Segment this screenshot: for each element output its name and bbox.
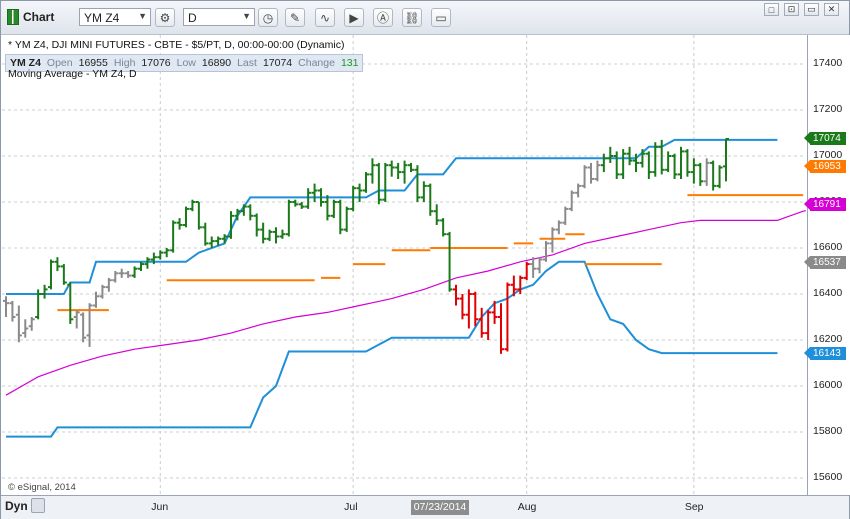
dynamic-mode-toggle[interactable]: Dyn	[5, 498, 45, 513]
x-tick-label: Jun	[151, 501, 169, 513]
close-window-button[interactable]: ✕	[824, 3, 839, 16]
close-icon: ✕	[827, 4, 836, 14]
ohlc-symbol: YM Z4	[10, 57, 41, 69]
chart-app-icon	[7, 9, 19, 25]
maximize-icon: ▭	[807, 4, 816, 14]
window-title: Chart	[7, 9, 54, 25]
time-button[interactable]: ◷	[258, 8, 278, 27]
wave-icon: ∿	[319, 10, 331, 25]
last-value: 17074	[262, 57, 293, 69]
comment-icon: ▭	[435, 10, 447, 25]
chevron-down-icon[interactable]: ▼	[138, 11, 147, 21]
copyright-credit: © eSignal, 2014	[8, 482, 76, 493]
last-label: Last	[237, 57, 257, 69]
y-tick-label: 17400	[813, 57, 843, 69]
link-window-button[interactable]: ⊡	[784, 3, 799, 16]
link-icon: ⛓	[404, 10, 420, 25]
link-button[interactable]: ⛓	[402, 8, 422, 27]
replay-button[interactable]: ▶	[344, 8, 364, 27]
moving-average-line	[5, 203, 842, 396]
price-tag: 16791	[804, 197, 846, 211]
interval-value: D	[188, 11, 197, 25]
window-title-text: Chart	[23, 10, 55, 24]
maximize-window-button[interactable]: ▭	[804, 3, 819, 16]
comment-button[interactable]: ▭	[431, 8, 451, 27]
symbol-description: * YM Z4, DJI MINI FUTURES - CBTE - $5/PT…	[8, 39, 345, 51]
symbol-input[interactable]: YM Z4 ▼	[79, 8, 151, 26]
toolbar: Chart YM Z4 ▼ ⚙ D ▼ ◷ ✎ ∿ ▶ Ⓐ ⛓	[1, 1, 849, 35]
chart-plot-area[interactable]	[2, 35, 842, 495]
x-tick-label: Jul	[344, 501, 358, 513]
change-value: 131	[340, 57, 359, 69]
y-tick-label: 16400	[813, 287, 843, 299]
change-label: Change	[298, 57, 335, 69]
gear-icon: ⚙	[159, 10, 171, 25]
play-icon: ▶	[349, 10, 359, 25]
alert-button[interactable]: Ⓐ	[373, 8, 393, 27]
price-tag: 17074	[804, 132, 846, 146]
restore-icon: □	[768, 4, 775, 15]
cursor-date-label: 07/23/2014	[411, 500, 469, 515]
y-tick-label: 16000	[813, 379, 843, 391]
y-tick-label: 15800	[813, 425, 843, 437]
price-chart-svg[interactable]	[2, 35, 842, 495]
high-value: 17076	[141, 57, 171, 69]
pencil-icon: ✎	[289, 10, 301, 25]
settings-gear-button[interactable]: ⚙	[155, 8, 175, 27]
open-value: 16955	[78, 57, 108, 69]
y-tick-label: 17200	[813, 103, 843, 115]
symbol-value: YM Z4	[84, 11, 120, 25]
low-label: Low	[176, 57, 196, 69]
low-value: 16890	[201, 57, 232, 69]
y-tick-label: 17000	[813, 149, 843, 161]
chevron-down-icon[interactable]: ▼	[242, 11, 251, 21]
link-window-icon: ⊡	[787, 4, 796, 14]
y-tick-label: 16600	[813, 241, 843, 253]
interval-input[interactable]: D ▼	[183, 8, 255, 26]
draw-tool-button[interactable]: ✎	[285, 8, 305, 27]
alert-icon: Ⓐ	[376, 11, 389, 25]
price-tag: 16143	[804, 346, 846, 360]
lower-channel-line	[6, 260, 778, 438]
price-tag: 16953	[804, 160, 846, 174]
y-tick-label: 16200	[813, 333, 843, 345]
x-tick-label: Sep	[684, 501, 704, 513]
ohlc-readout: YM Z4 Open 16955 High 17076 Low 16890 La…	[5, 54, 364, 72]
dyn-label: Dyn	[5, 498, 28, 513]
open-label: Open	[46, 57, 73, 69]
high-label: High	[113, 57, 136, 69]
lock-icon[interactable]	[30, 498, 45, 513]
restore-window-button[interactable]: □	[764, 3, 779, 16]
moving-average-label: Moving Average - YM Z4, D	[8, 68, 137, 80]
price-tag: 16537	[804, 255, 846, 269]
study-button[interactable]: ∿	[315, 8, 335, 27]
x-tick-label: Aug	[517, 501, 537, 513]
y-tick-label: 15600	[813, 471, 843, 483]
clock-icon: ◷	[262, 10, 274, 25]
